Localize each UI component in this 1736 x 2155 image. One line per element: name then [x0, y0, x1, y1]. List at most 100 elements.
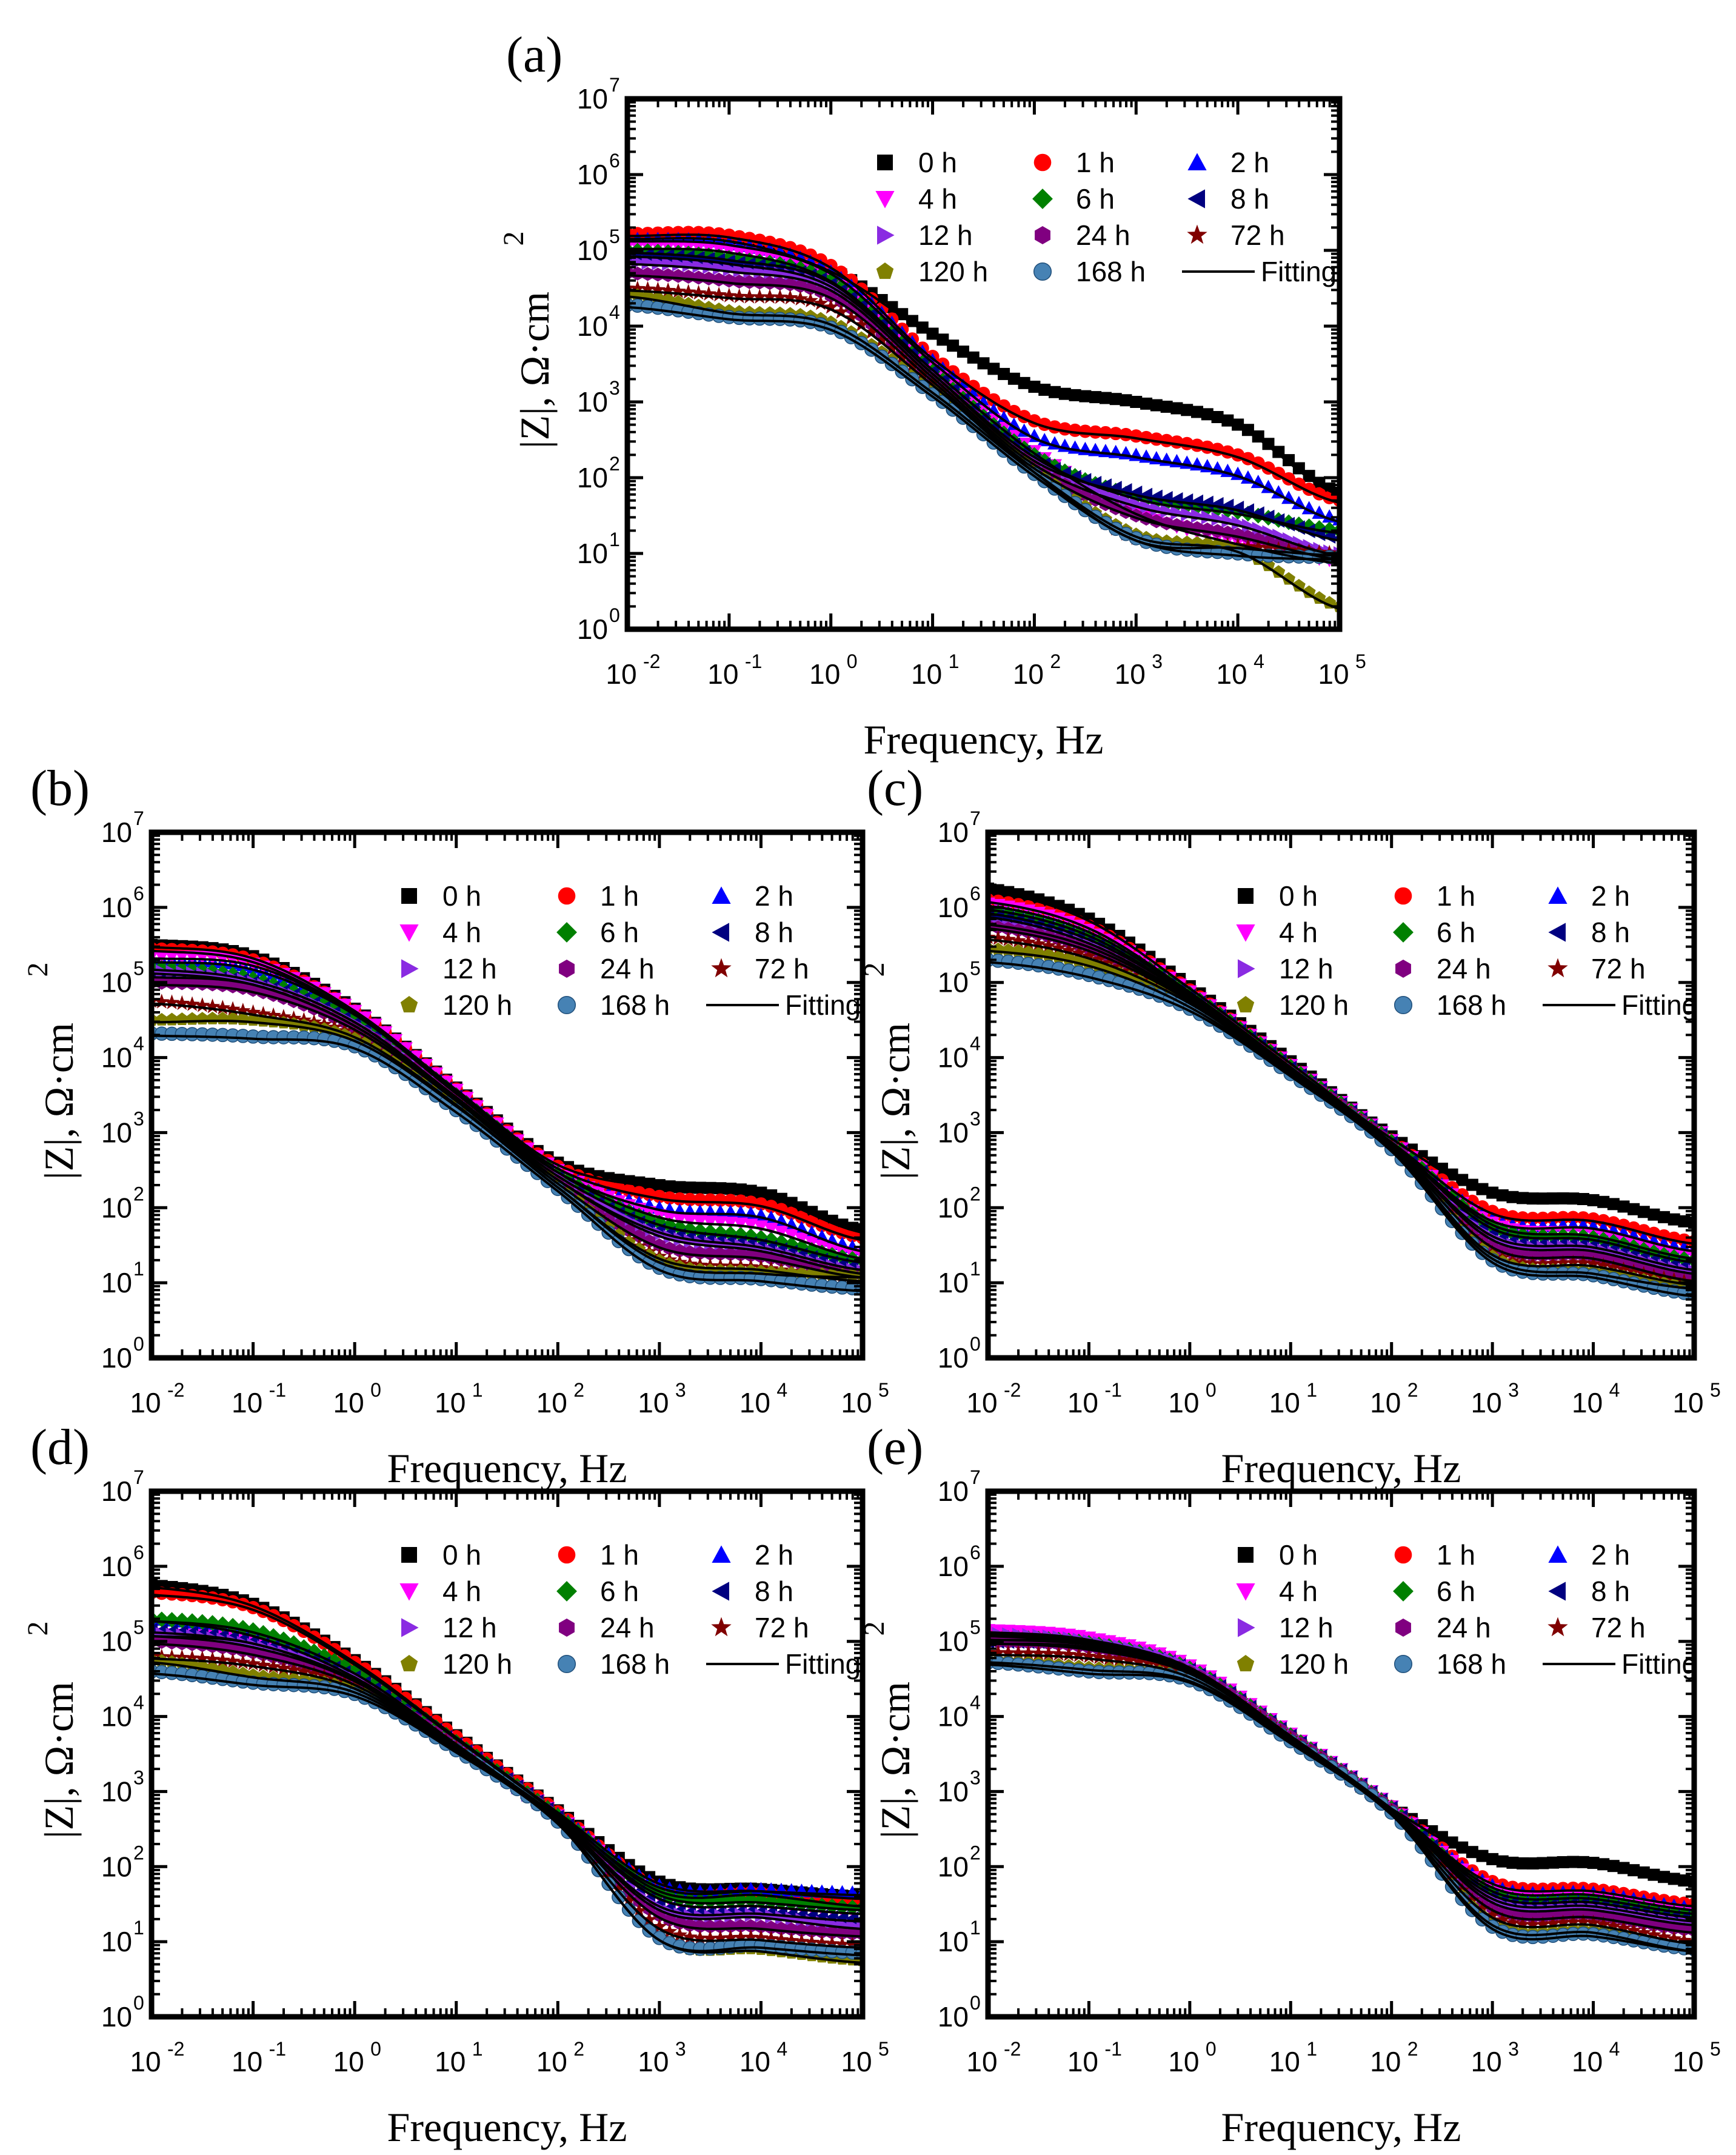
fitting-line — [152, 1034, 863, 1292]
data-point — [723, 262, 736, 277]
fitting-line — [627, 240, 1340, 523]
data-point — [731, 288, 747, 304]
x-tick-exponent: 1 — [472, 2038, 483, 2060]
data-point — [1241, 518, 1255, 533]
data-point — [660, 282, 676, 298]
legend-item: Fitting — [706, 1648, 861, 1680]
data-point — [1262, 525, 1276, 540]
data-point — [641, 255, 655, 270]
data-point — [1555, 1255, 1571, 1270]
fitting-line — [627, 306, 1340, 561]
x-tick-label: 10 — [1572, 1387, 1603, 1418]
data-point — [176, 965, 190, 980]
x-tick-exponent: 5 — [1710, 1379, 1721, 1401]
data-point — [1000, 931, 1017, 946]
fitting-line — [152, 1593, 863, 1908]
fitting-line — [152, 1020, 863, 1279]
y-tick-exponent: 6 — [133, 1542, 144, 1563]
fitting-line — [152, 1657, 863, 1950]
data-point — [306, 1665, 322, 1681]
y-tick-label: 10 — [101, 2001, 132, 2033]
panel-0: (a)10 -2 10 -1 10 0 10 1 10 2 10 3 10 4 10 510 010 110 210… — [498, 27, 1366, 763]
data-point — [255, 1006, 272, 1021]
data-point — [265, 1007, 281, 1023]
x-axis-label: Frequency, Hz — [387, 1445, 627, 1491]
x-axis-label: Frequency, Hz — [1221, 1445, 1461, 1491]
y-axis-label-exponent: 2 — [498, 232, 530, 246]
data-point — [1030, 935, 1047, 951]
legend-marker — [1187, 224, 1207, 244]
data-point — [772, 289, 788, 304]
y-tick-label: 10 — [101, 1342, 132, 1374]
legend-item: 2 h — [712, 1539, 793, 1571]
y-tick-label: 10 — [101, 1042, 132, 1074]
data-point — [1091, 951, 1107, 966]
data-point — [639, 281, 656, 296]
x-tick-label: 10 — [232, 1387, 262, 1418]
x-tick-label: 10 — [707, 658, 738, 690]
legend-label: 2 h — [1591, 880, 1630, 912]
legend-marker — [559, 960, 575, 978]
x-tick-label: 10 — [739, 2046, 770, 2077]
x-axis-label: Frequency, Hz — [864, 717, 1104, 763]
fitting-line — [152, 983, 863, 1279]
legend-item: 4 h — [1236, 917, 1318, 948]
legend-marker — [1237, 996, 1255, 1013]
data-point — [814, 1935, 830, 1950]
y-tick-label: 10 — [577, 538, 608, 569]
data-point — [721, 287, 737, 302]
x-tick-exponent: 4 — [1609, 1379, 1620, 1401]
fitting-line — [627, 255, 1340, 542]
y-tick-label: 10 — [577, 159, 608, 190]
legend-item: 4 h — [399, 1575, 481, 1607]
x-tick-exponent: -2 — [643, 650, 660, 672]
data-point — [1191, 508, 1204, 523]
data-point — [712, 1930, 729, 1945]
legend-item: 0 h — [401, 880, 481, 912]
data-point — [1272, 446, 1285, 458]
panel-label: (d) — [30, 1419, 90, 1475]
fitting-line — [627, 295, 1340, 610]
x-tick-exponent: 0 — [847, 650, 858, 672]
legend-item: 24 h — [1395, 953, 1491, 984]
data-point — [803, 292, 818, 308]
y-tick-label: 10 — [577, 613, 608, 645]
data-point — [804, 1934, 820, 1950]
legend-marker — [1032, 189, 1053, 209]
data-point — [823, 299, 839, 314]
legend-marker — [556, 922, 577, 943]
data-point — [245, 1656, 261, 1671]
legend-item: 8 h — [1187, 183, 1269, 215]
data-point — [1585, 1255, 1601, 1271]
data-point — [1688, 1217, 1694, 1229]
y-tick-label: 10 — [938, 817, 969, 848]
plot-area — [627, 226, 1340, 612]
legend-marker — [1187, 153, 1207, 170]
y-tick-exponent: 2 — [970, 1183, 981, 1204]
legend-label: 24 h — [600, 953, 655, 984]
data-point — [235, 1003, 251, 1018]
data-point — [1282, 572, 1296, 585]
panel-3: (d)10 -2 10 -1 10 0 10 1 10 2 10 3 10 4 10 510 010 110 210… — [22, 1419, 889, 2150]
data-point — [794, 1232, 809, 1246]
x-tick-label: 10 — [606, 658, 636, 690]
panel-label: (e) — [867, 1419, 923, 1475]
x-tick-label: 10 — [130, 2046, 161, 2077]
data-point — [155, 964, 169, 980]
legend-label: 8 h — [1230, 183, 1269, 215]
x-tick-label: 10 — [1067, 1387, 1098, 1418]
legend-item: 12 h — [401, 953, 497, 984]
y-tick-exponent: 3 — [970, 1108, 981, 1129]
legend-label: 12 h — [442, 1612, 497, 1643]
legend-item: 0 h — [1238, 880, 1318, 912]
legend-item: 72 h — [711, 1612, 809, 1643]
legend-label: 0 h — [442, 1539, 481, 1571]
data-point — [581, 1208, 596, 1222]
data-point — [194, 997, 210, 1012]
y-tick-label: 10 — [101, 1267, 132, 1298]
x-tick-label: 10 — [841, 1387, 872, 1418]
y-tick-label: 10 — [101, 1117, 132, 1148]
legend-marker — [1035, 226, 1050, 244]
data-point — [793, 1933, 810, 1948]
legend-item: 6 h — [556, 917, 639, 948]
